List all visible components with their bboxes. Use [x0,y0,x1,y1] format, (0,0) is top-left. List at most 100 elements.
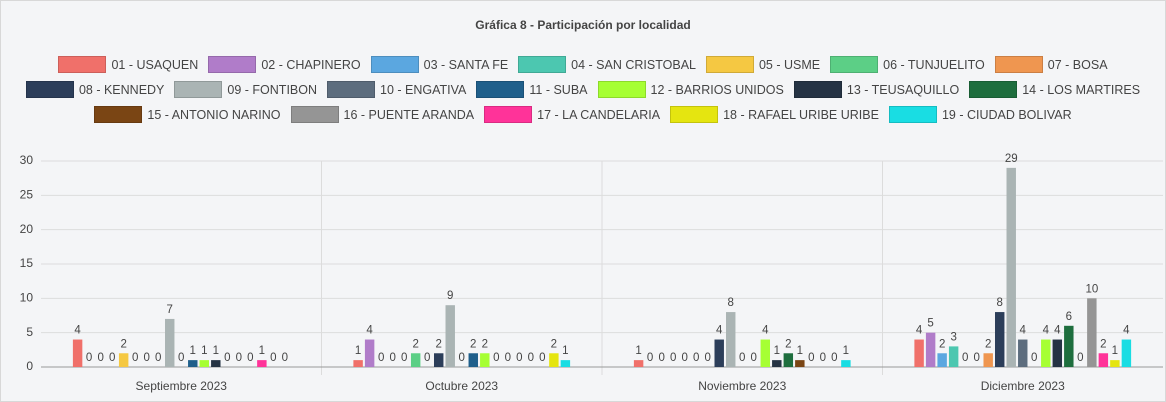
value-label: 2 [785,338,791,350]
legend-item[interactable]: 12 - BARRIOS UNIDOS [597,80,784,99]
legend-swatch [969,81,1018,98]
value-label: 2 [120,338,126,350]
legend-item[interactable]: 02 - CHAPINERO [208,55,361,74]
bar [165,318,175,367]
value-label: 2 [436,338,442,350]
y-tick-label: 0 [26,359,33,373]
bar [1064,325,1074,367]
legend-swatch [94,106,143,123]
bar [549,353,559,367]
legend-item[interactable]: 08 - KENNEDY [25,80,164,99]
bar [983,353,993,367]
bar [726,312,736,367]
bar [1052,339,1063,367]
value-label: 2 [939,338,945,350]
legend-item[interactable]: 06 - TUNJUELITO [830,55,985,74]
x-tick-label: Noviembre 2023 [698,379,786,393]
legend-swatch [290,106,339,123]
legend-label: 07 - BOSA [1047,57,1108,72]
value-label: 0 [973,352,979,364]
legend-item[interactable]: 05 - USME [705,55,820,74]
value-label: 6 [1066,311,1072,323]
legend-item[interactable]: 17 - LA CANDELARIA [484,105,660,124]
value-label: 2 [1100,338,1106,350]
value-label: 0 [424,352,430,364]
legend-item[interactable]: 09 - FONTIBON [174,80,317,99]
y-tick-label: 30 [20,153,34,167]
value-label: 0 [401,352,407,364]
bar [480,353,490,367]
bar [925,332,936,367]
legend-item[interactable]: 10 - ENGATIVA [327,80,466,99]
legend-swatch [793,81,842,98]
value-label: 7 [167,304,173,316]
value-label: 0 [739,352,745,364]
legend-item[interactable]: 11 - SUBA [476,80,588,99]
y-tick-label: 25 [20,188,34,202]
bar [633,360,644,367]
y-tick-label: 20 [20,222,34,236]
value-label: 0 [505,352,511,364]
legend-swatch [476,81,525,98]
value-label: 0 [155,352,161,364]
bar [1110,360,1120,367]
legend-item[interactable]: 15 - ANTONIO NARINO [94,105,281,124]
legend-item[interactable]: 19 - CIUDAD BOLIVAR [888,105,1072,124]
value-label: 0 [236,352,242,364]
value-label: 0 [962,352,968,364]
value-label: 0 [224,352,230,364]
legend-label: 02 - CHAPINERO [261,57,361,72]
legend-swatch [705,56,754,73]
bar [445,305,455,367]
value-label: 4 [762,325,769,337]
bar [188,360,198,367]
value-label: 0 [1031,352,1037,364]
legend-item[interactable]: 03 - SANTA FE [370,55,508,74]
value-label: 2 [470,338,476,350]
value-label: 0 [178,352,184,364]
value-label: 1 [774,345,780,357]
bar [1041,339,1051,367]
value-label: 2 [551,338,557,350]
legend-swatch [327,81,375,98]
legend-item[interactable]: 01 - USAQUEN [58,55,198,74]
legend-item[interactable]: 07 - BOSA [994,55,1108,74]
value-label: 1 [797,345,803,357]
bar [72,339,83,367]
bar [433,353,444,367]
value-label: 1 [190,345,196,357]
value-label: 4 [916,325,923,337]
legend-item[interactable]: 18 - RAFAEL URIBE URIBE [670,105,879,124]
value-label: 2 [412,338,418,350]
value-label: 5 [927,318,933,330]
bar [468,353,478,367]
legend-item[interactable]: 14 - LOS MARTIRES [969,80,1140,99]
bar [560,360,571,367]
value-label: 4 [716,325,723,337]
legend: 01 - USAQUEN 02 - CHAPINERO 03 - SANTA FE 0… [16,55,1150,124]
value-label: 0 [528,352,534,364]
legend-item[interactable]: 13 - TEUSAQUILLO [793,80,959,99]
value-label: 1 [635,345,641,357]
legend-swatch [58,56,107,73]
value-label: 0 [658,352,664,364]
value-label: 0 [389,352,395,364]
chart-title: Gráfica 8 - Participación por localidad [475,18,690,32]
value-label: 0 [493,352,499,364]
bar [714,339,724,367]
value-label: 0 [270,352,276,364]
legend-item[interactable]: 16 - PUENTE ARANDA [290,105,474,124]
legend-label: 14 - LOS MARTIRES [1022,82,1141,97]
value-label: 0 [831,352,837,364]
value-label: 2 [482,338,488,350]
value-label: 0 [670,352,676,364]
bar [772,360,782,367]
value-label: 2 [985,338,991,350]
legend-swatch [25,81,74,98]
legend-swatch [484,106,533,123]
legend-item[interactable]: 04 - SAN CRISTOBAL [518,55,696,74]
value-label: 1 [1112,345,1118,357]
value-label: 29 [1005,153,1018,165]
